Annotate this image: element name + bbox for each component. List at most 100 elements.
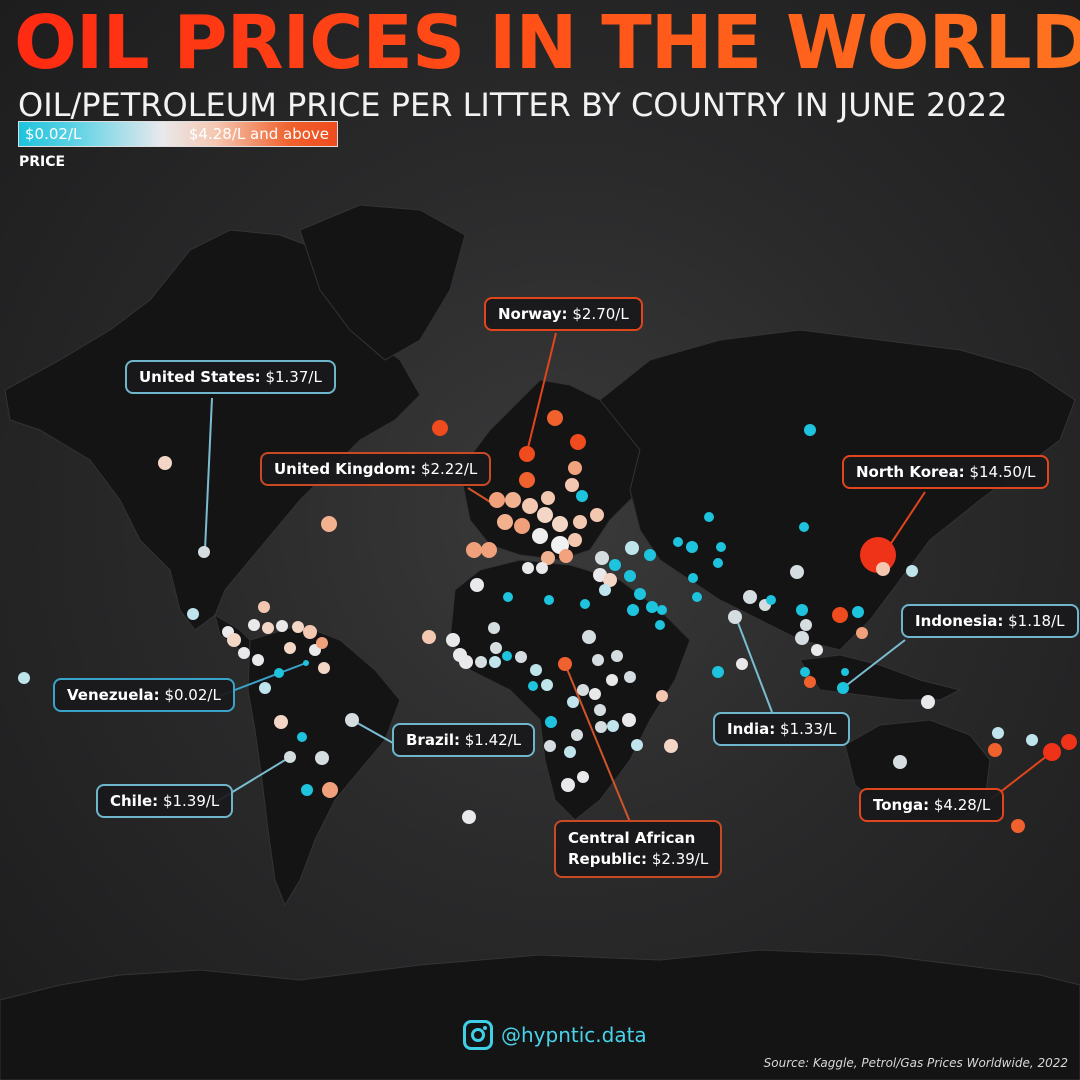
country-marker	[292, 621, 304, 633]
country-marker	[198, 546, 210, 558]
country-marker	[624, 570, 636, 582]
country-marker	[609, 559, 621, 571]
price-legend-bar: $0.02/L $4.28/L and above	[18, 121, 338, 147]
country-marker	[893, 755, 907, 769]
country-marker	[664, 739, 678, 753]
country-marker	[625, 541, 639, 555]
country-marker	[852, 606, 864, 618]
country-marker	[187, 608, 199, 620]
country-marker	[530, 664, 542, 676]
country-marker	[559, 549, 573, 563]
country-marker	[541, 491, 555, 505]
leader-brazil	[351, 719, 394, 744]
callout-country: India:	[727, 720, 776, 738]
leader-norway	[526, 332, 557, 453]
country-marker	[841, 668, 849, 676]
country-marker	[502, 651, 512, 661]
country-marker	[1043, 743, 1061, 761]
country-marker	[595, 721, 607, 733]
country-marker	[422, 630, 436, 644]
southeast-asia-islands	[799, 654, 962, 701]
country-marker	[316, 637, 328, 649]
country-marker	[488, 622, 500, 634]
callout-country: Venezuela:	[67, 686, 160, 704]
country-marker	[692, 592, 702, 602]
legend-min-label: $0.02/L	[25, 125, 82, 143]
callout-price: $1.18/L	[1008, 612, 1065, 630]
country-marker	[622, 713, 636, 727]
callout-price: $1.37/L	[265, 368, 322, 386]
country-marker	[262, 622, 274, 634]
country-marker	[565, 478, 579, 492]
country-marker	[603, 573, 617, 587]
callout-country: United Kingdom:	[274, 460, 417, 478]
callout-price: $14.50/L	[969, 463, 1036, 481]
country-marker	[515, 651, 527, 663]
country-marker	[766, 595, 776, 605]
country-marker	[318, 662, 330, 674]
price-markers	[18, 410, 1077, 833]
country-marker	[577, 771, 589, 783]
country-marker	[303, 625, 317, 639]
country-marker	[921, 695, 935, 709]
country-marker	[545, 716, 557, 728]
country-marker	[303, 660, 309, 666]
country-marker	[568, 533, 582, 547]
country-marker	[856, 627, 868, 639]
africa-landmass	[449, 559, 691, 821]
country-marker	[571, 729, 583, 741]
callout-united-states: United States: $1.37/L	[125, 360, 336, 394]
callout-india: India: $1.33/L	[713, 712, 851, 746]
country-marker	[248, 619, 260, 631]
callout-price: $4.28/L	[933, 796, 991, 814]
country-marker	[252, 654, 264, 666]
country-marker	[259, 682, 271, 694]
social-handle[interactable]: @hypntic.data	[463, 1020, 647, 1050]
country-marker	[522, 498, 538, 514]
page-subtitle: OIL/PETROLEUM PRICE PER LITTER BY COUNTR…	[18, 86, 1008, 124]
country-marker	[837, 682, 849, 694]
country-marker	[790, 565, 804, 579]
callout-united-kingdom: United Kingdom: $2.22/L	[260, 452, 492, 486]
country-marker	[475, 656, 487, 668]
country-marker	[284, 751, 296, 763]
country-marker	[503, 592, 513, 602]
country-marker	[322, 782, 338, 798]
callout-brazil: Brazil: $1.42/L	[392, 723, 536, 757]
callout-country: United States:	[139, 368, 261, 386]
callout-north-korea: North Korea: $14.50/L	[842, 455, 1050, 489]
country-marker	[462, 810, 476, 824]
country-marker	[158, 456, 172, 470]
legend-max-label: $4.28/L and above	[188, 125, 329, 143]
callout-venezuela: Venezuela: $0.02/L	[53, 678, 235, 712]
callout-price: $1.39/L	[162, 792, 220, 810]
country-marker	[564, 746, 576, 758]
country-marker	[519, 446, 535, 462]
country-marker	[686, 541, 698, 553]
country-marker	[570, 434, 586, 450]
page-title: OIL PRICES IN THE WORLD	[14, 6, 1080, 80]
callout-price: $2.39/L	[651, 850, 709, 868]
country-marker	[592, 654, 604, 666]
country-marker	[519, 472, 535, 488]
country-marker	[514, 518, 530, 534]
country-marker	[728, 610, 742, 624]
country-marker	[558, 657, 572, 671]
country-marker	[799, 522, 809, 532]
country-marker	[607, 720, 619, 732]
country-marker	[804, 424, 816, 436]
country-marker	[284, 642, 296, 654]
country-marker	[1011, 819, 1025, 833]
country-marker	[258, 601, 270, 613]
callout-price: $0.02/L	[164, 686, 221, 704]
callout-country-line1: Central African	[568, 829, 696, 847]
callout-chile: Chile: $1.39/L	[96, 784, 234, 818]
leader-indonesia	[842, 639, 906, 689]
south-america-landmass	[247, 624, 401, 907]
country-marker	[716, 542, 726, 552]
antarctica-landmass	[0, 949, 1080, 1080]
country-marker	[804, 676, 816, 688]
country-marker	[1026, 734, 1038, 746]
callout-country: Indonesia:	[915, 612, 1004, 630]
country-marker	[497, 514, 513, 530]
